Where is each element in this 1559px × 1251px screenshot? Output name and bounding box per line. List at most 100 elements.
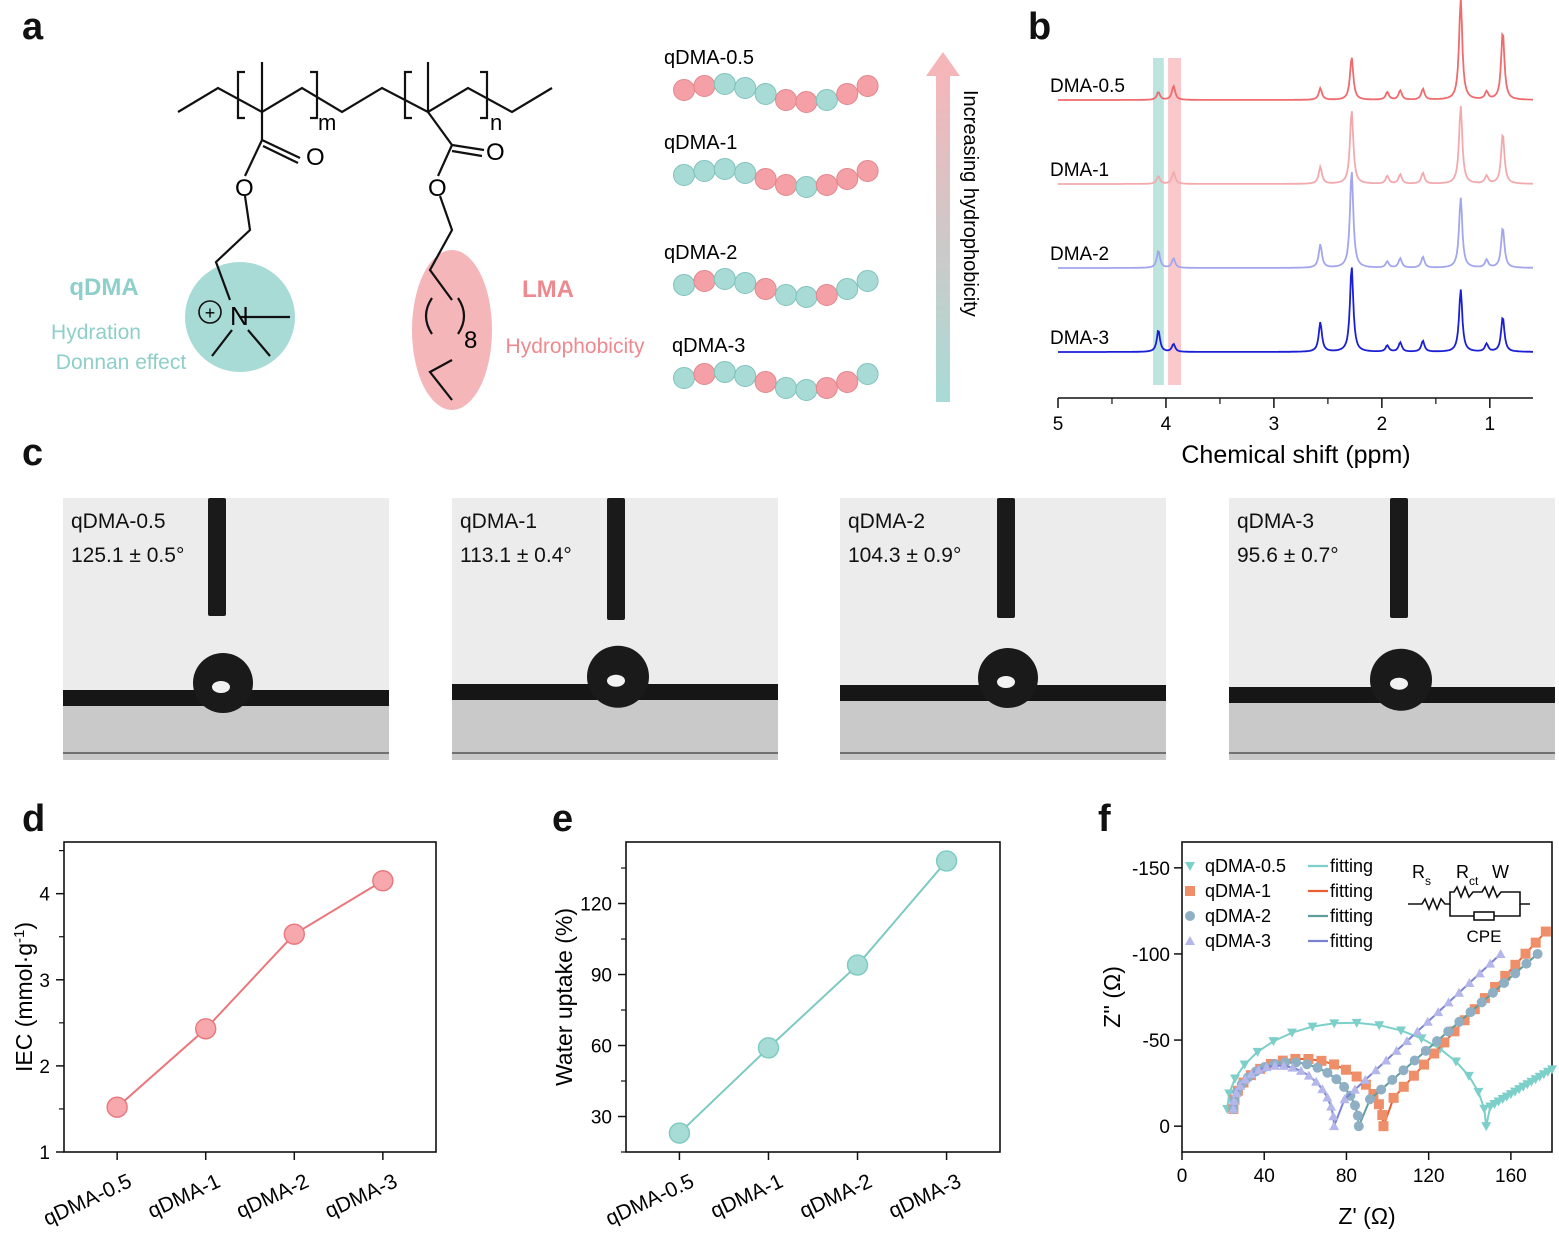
- droplet-highlight: [607, 674, 625, 687]
- data-point-qDMA-3: [1261, 1062, 1272, 1072]
- y-tick-label: -50: [1143, 1031, 1170, 1052]
- carbonyl-o-left: O: [306, 144, 325, 171]
- circuit-cpe-element: [1473, 911, 1495, 921]
- nmr-trace-DMA-1: [1058, 105, 1533, 185]
- data-point-qDMA-2: [1331, 1074, 1342, 1085]
- data-point-qDMA-0.5: [1463, 1071, 1474, 1081]
- panel-f-nyquist-chart: 0 40 80 120 160 -150 -100 -50 0 Z' (Ω) Z'' (Ω) qDMA…: [1099, 841, 1557, 1229]
- carbonyl-o-right: O: [486, 139, 505, 166]
- data-point-qDMA-3: [1229, 1095, 1240, 1105]
- needle: [208, 498, 226, 616]
- contact-angle-sample-1: qDMA-0.5: [71, 510, 166, 533]
- y-tick-label: 4: [39, 885, 50, 906]
- contact-angle-value-3: 104.3 ± 0.9°: [848, 544, 962, 567]
- data-point-qDMA-0.5: [1396, 1026, 1407, 1036]
- circuit-rs-label: Rs: [1412, 862, 1431, 888]
- panel-label-a: a: [22, 6, 44, 48]
- data-point-qDMA-3: [1391, 1045, 1402, 1055]
- data-point-qDMA-0.5: [1351, 1018, 1362, 1028]
- data-point-qDMA-0.5: [668, 1122, 691, 1144]
- plot-frame: [625, 841, 1001, 1153]
- y-axis-title: IEC (mmol·g-1): [11, 922, 38, 1072]
- polymer-chains: qDMA-0.5 qDMA-1 qDMA-2 qDMA-3: [664, 47, 879, 401]
- nmr-x-tick-label: 3: [1269, 414, 1280, 435]
- y-tick-label: 3: [39, 971, 50, 992]
- data-point-qDMA-0.5: [1268, 1037, 1279, 1047]
- contact-angle-image-4: qDMA-3 95.6 ± 0.7°: [1229, 498, 1555, 760]
- data-point-qDMA-1: [1510, 959, 1521, 970]
- panel-label-b: b: [1028, 6, 1052, 48]
- y-tick-label: 120: [580, 895, 612, 916]
- legend-fit-label: fitting: [1330, 906, 1373, 926]
- data-point-qDMA-2: [1487, 987, 1498, 998]
- data-point-qDMA-1: [757, 1037, 780, 1059]
- data-point-qDMA-2: [1454, 1016, 1465, 1027]
- data-point-qDMA-3: [1303, 1070, 1314, 1080]
- data-point-qDMA-2: [1432, 1036, 1443, 1047]
- x-tick-label: qDMA-2: [233, 1170, 313, 1223]
- contact-angle-image-1: qDMA-0.5 125.1 ± 0.5°: [63, 498, 389, 760]
- chain-bead: [856, 363, 879, 385]
- panel-label-e: e: [552, 798, 574, 840]
- x-tick-label: qDMA-2: [796, 1170, 876, 1223]
- x-tick-label: qDMA-1: [144, 1170, 224, 1223]
- data-point-qDMA-3: [1326, 1101, 1337, 1111]
- chain-bead: [836, 371, 859, 393]
- chain-bead: [673, 274, 695, 296]
- data-point-qDMA-1: [1540, 926, 1551, 937]
- chain-bead: [836, 83, 859, 105]
- contact-angle-value-1: 125.1 ± 0.5°: [71, 544, 185, 567]
- chain-bead: [795, 91, 818, 113]
- nmr-x-tick-label: 2: [1377, 414, 1388, 435]
- contact-angle-sample-3: qDMA-2: [848, 510, 926, 533]
- droplet-highlight: [997, 676, 1015, 688]
- data-point-qDMA-0.5: [1450, 1057, 1461, 1067]
- droplet-highlight: [1390, 677, 1408, 690]
- data-point-qDMA-2: [1532, 948, 1543, 959]
- needle: [1390, 498, 1408, 618]
- data-point-qDMA-3: [1495, 948, 1506, 958]
- data-point-qDMA-3: [1349, 1084, 1360, 1094]
- y-tick-label: -100: [1132, 945, 1170, 966]
- chain-bead: [754, 278, 777, 300]
- data-point-qDMA-2: [1349, 1100, 1360, 1111]
- data-point-qDMA-2: [1420, 1045, 1431, 1056]
- circuit-cpe-right: [1494, 904, 1521, 917]
- qdma-prop-donnan: Donnan effect: [56, 351, 187, 374]
- data-point-qDMA-1: [1530, 937, 1541, 948]
- panel-label-f: f: [1098, 798, 1111, 840]
- legend-label: qDMA-0.5: [1205, 856, 1286, 876]
- chain-bead: [713, 158, 736, 180]
- chain-bead: [693, 270, 716, 292]
- data-point-qDMA-0.5: [1329, 1019, 1340, 1029]
- data-point-qDMA-3: [1311, 1076, 1322, 1086]
- data-point-qDMA-0.5: [1473, 1087, 1484, 1097]
- data-point-qDMA-3: [935, 850, 958, 872]
- data-point-qDMA-1: [1520, 948, 1531, 959]
- chain-bead: [795, 176, 818, 198]
- data-point-qDMA-1: [1429, 1048, 1440, 1059]
- data-point-qDMA-0.5: [1307, 1022, 1318, 1032]
- chain-bead: [795, 379, 818, 401]
- chain-bead: [775, 284, 797, 306]
- data-point-qDMA-3: [1328, 1111, 1339, 1121]
- chain-bead: [734, 365, 757, 387]
- droplet-highlight: [212, 681, 230, 693]
- ester-o-right: O: [428, 175, 447, 202]
- panel-label-c: c: [22, 432, 44, 474]
- chain-bead: [795, 286, 818, 308]
- chain-bead: [673, 164, 695, 186]
- data-point-qDMA-3: [1381, 1055, 1392, 1065]
- contact-angle-value-4: 95.6 ± 0.7°: [1237, 544, 1339, 567]
- y-tick-label: 0: [1159, 1117, 1170, 1138]
- data-point-qDMA-1: [1408, 1070, 1419, 1081]
- data-point-qDMA-0.5: [106, 1096, 128, 1118]
- chain-bead: [836, 168, 859, 190]
- circuit-w-label: W: [1492, 862, 1509, 882]
- y-tick-label: 60: [591, 1037, 612, 1058]
- data-point-qDMA-2: [1443, 1026, 1454, 1037]
- data-point-qDMA-2: [283, 923, 305, 945]
- chain-bead: [693, 75, 716, 97]
- positive-charge-circle: [198, 300, 222, 324]
- data-point-qDMA-3: [1453, 987, 1464, 997]
